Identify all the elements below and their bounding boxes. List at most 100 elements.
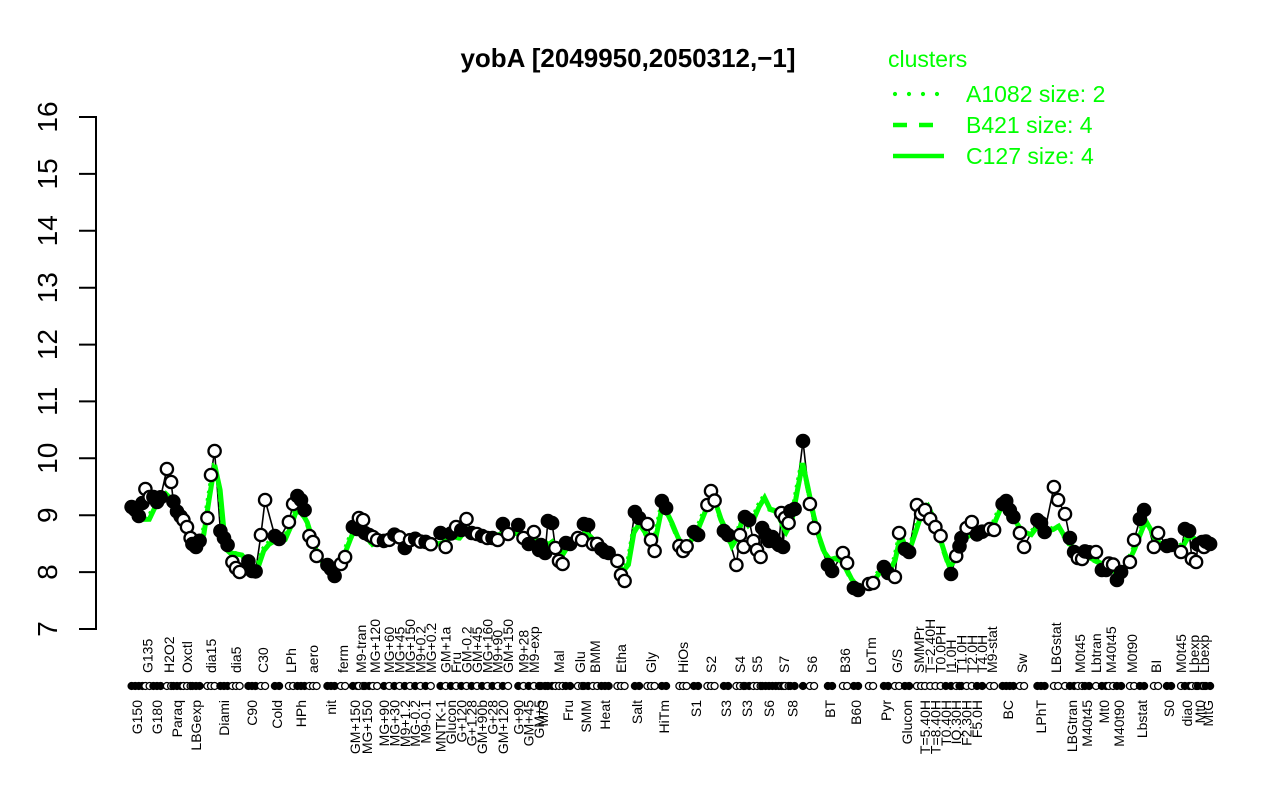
svg-text:M9-exp: M9-exp: [526, 626, 542, 673]
svg-text:M9+0.2: M9+0.2: [412, 626, 428, 673]
svg-text:Glu: Glu: [572, 651, 588, 673]
svg-text:Lbtran: Lbtran: [1088, 633, 1104, 673]
svg-text:M0t45: M0t45: [1173, 634, 1189, 673]
svg-text:M0t45: M0t45: [1072, 634, 1088, 673]
svg-text:G+1.28: G+1.28: [464, 700, 480, 747]
svg-text:C127 size: 4: C127 size: 4: [966, 143, 1094, 169]
svg-text:T=8.40H: T=8.40H: [927, 700, 943, 754]
svg-text:T4.0H: T4.0H: [974, 635, 990, 673]
svg-text:HPh: HPh: [293, 700, 309, 727]
svg-text:dia15: dia15: [203, 639, 219, 673]
svg-text:GM+150: GM+150: [347, 700, 363, 754]
svg-text:C90: C90: [244, 700, 260, 726]
svg-text:HiTm: HiTm: [656, 700, 672, 733]
svg-text:S6: S6: [804, 656, 820, 673]
svg-text:Glucon: Glucon: [443, 700, 459, 744]
svg-text:LoTm: LoTm: [863, 637, 879, 673]
svg-text:C30: C30: [255, 647, 271, 673]
svg-text:LBGtran: LBGtran: [1064, 700, 1080, 752]
svg-text:Paraq: Paraq: [169, 700, 185, 737]
svg-text:G+28: G+28: [485, 700, 501, 735]
svg-text:MG+45: MG+45: [392, 626, 408, 673]
svg-text:B36: B36: [837, 648, 853, 673]
svg-text:BMM: BMM: [587, 640, 603, 673]
svg-text:12: 12: [32, 329, 63, 360]
svg-text:nit: nit: [323, 700, 339, 715]
svg-text:G135: G135: [140, 639, 156, 673]
svg-text:S3: S3: [718, 700, 734, 717]
svg-text:M9+28: M9+28: [516, 630, 532, 673]
svg-text:T0.40H: T0.40H: [938, 700, 954, 746]
svg-text:T1.0H: T1.0H: [953, 635, 969, 673]
svg-text:10: 10: [32, 443, 63, 474]
svg-text:LBGexp: LBGexp: [188, 700, 204, 751]
svg-text:M9-0.1: M9-0.1: [418, 700, 434, 744]
svg-text:yobA [2049950,2050312,−1]: yobA [2049950,2050312,−1]: [460, 43, 795, 73]
svg-text:M9+1.2: M9+1.2: [397, 700, 413, 747]
svg-text:15: 15: [32, 158, 63, 189]
svg-text:BC: BC: [1000, 700, 1016, 719]
svg-text:SMMPr: SMMPr: [911, 626, 927, 673]
svg-text:GM-0.2: GM-0.2: [459, 626, 475, 673]
svg-text:S6: S6: [761, 700, 777, 717]
svg-text:16: 16: [32, 101, 63, 132]
svg-text:Gly: Gly: [643, 652, 659, 673]
svg-text:S7: S7: [776, 656, 792, 673]
svg-text:IQ.30H: IQ.30H: [948, 700, 964, 744]
svg-text:MG+150: MG+150: [359, 700, 375, 754]
svg-text:G+90: G+90: [510, 700, 526, 735]
svg-text:Mal: Mal: [551, 650, 567, 673]
svg-text:GM+45: GM+45: [521, 700, 537, 747]
svg-text:M40t45: M40t45: [1103, 626, 1119, 673]
svg-text:GM+150: GM+150: [500, 619, 516, 673]
svg-text:G180: G180: [149, 700, 165, 734]
svg-text:MG-0.2: MG-0.2: [407, 700, 423, 747]
svg-text:11: 11: [32, 387, 63, 416]
svg-text:Sw: Sw: [1014, 653, 1030, 673]
svg-text:Pyr: Pyr: [878, 700, 894, 721]
svg-text:B60: B60: [848, 700, 864, 725]
svg-text:MG+90: MG+90: [376, 700, 392, 747]
svg-text:MG+120: MG+120: [367, 619, 383, 673]
svg-text:M9+90: M9+90: [490, 630, 506, 673]
svg-text:GM+1a: GM+1a: [438, 626, 454, 673]
svg-text:GM+5: GM+5: [531, 700, 547, 739]
svg-text:GM+45: GM+45: [469, 626, 485, 673]
svg-text:13: 13: [32, 272, 63, 303]
svg-text:BT: BT: [822, 700, 838, 718]
svg-text:I1.0H: I1.0H: [943, 640, 959, 673]
svg-text:M/G: M/G: [535, 700, 551, 726]
svg-text:H2O2: H2O2: [161, 636, 177, 673]
svg-text:Mt0: Mt0: [1192, 700, 1208, 724]
svg-text:MG+30: MG+30: [386, 700, 402, 747]
svg-text:F5.0H: F5.0H: [969, 700, 985, 738]
svg-text:Diami: Diami: [216, 700, 232, 736]
svg-text:14: 14: [32, 215, 63, 246]
svg-text:M9-stat: M9-stat: [984, 626, 1000, 673]
svg-text:7: 7: [32, 621, 63, 637]
svg-text:MG+0.2: MG+0.2: [423, 623, 439, 673]
svg-text:M40t45: M40t45: [1079, 700, 1095, 747]
svg-text:G150: G150: [129, 700, 145, 734]
svg-text:Fru: Fru: [560, 700, 576, 721]
svg-text:Heat: Heat: [597, 700, 613, 730]
svg-text:MG+150: MG+150: [402, 619, 418, 673]
svg-text:S1: S1: [688, 700, 704, 717]
svg-text:T2.0H: T2.0H: [964, 635, 980, 673]
svg-text:G/S: G/S: [889, 649, 905, 673]
svg-text:F2.30H: F2.30H: [959, 700, 975, 746]
svg-text:S4: S4: [732, 656, 748, 673]
svg-text:clusters: clusters: [888, 46, 967, 72]
svg-text:G+120: G+120: [453, 700, 469, 743]
svg-text:LPhT: LPhT: [1033, 700, 1049, 734]
svg-text:Salt: Salt: [629, 700, 645, 724]
svg-text:M40t90: M40t90: [1111, 700, 1127, 747]
svg-text:GM+90b: GM+90b: [474, 700, 490, 754]
svg-text:dia5: dia5: [228, 646, 244, 673]
svg-text:LBGstat: LBGstat: [1048, 622, 1064, 673]
svg-text:LPh: LPh: [283, 648, 299, 673]
svg-text:8: 8: [32, 564, 63, 580]
svg-text:Lbexp: Lbexp: [1196, 635, 1212, 673]
svg-text:MtG: MtG: [1200, 700, 1216, 726]
svg-text:Oxctl: Oxctl: [179, 641, 195, 673]
